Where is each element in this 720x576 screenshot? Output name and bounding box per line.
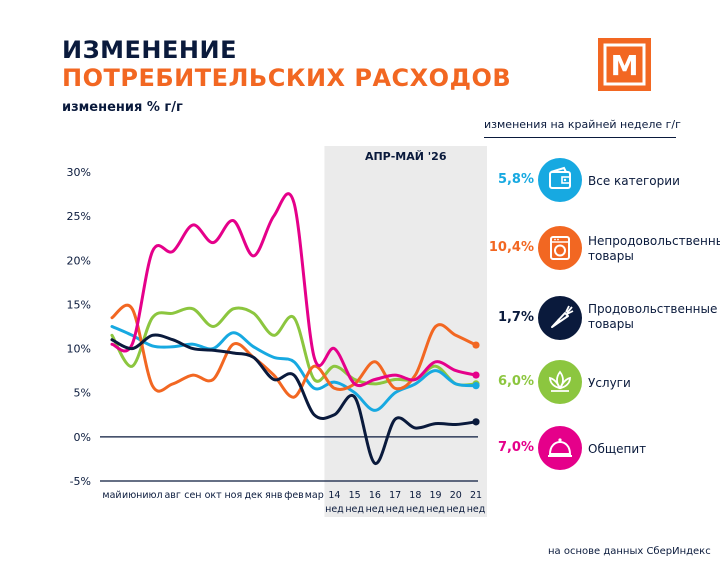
x-tick-label: 19: [430, 490, 442, 501]
legend-value: 5,8%: [497, 172, 534, 187]
y-tick-label: -5%: [70, 475, 91, 488]
washing-machine-icon: [550, 236, 570, 260]
y-tick-label: 5%: [74, 387, 91, 400]
legend-label: Продовольственные товары: [588, 302, 717, 332]
y-tick-label: 15%: [67, 298, 91, 311]
x-tick-sublabel: нед: [406, 504, 425, 515]
x-tick-sublabel: нед: [446, 504, 465, 515]
series-end-point: [472, 371, 480, 379]
legend-value: 7,0%: [497, 440, 534, 455]
legend-label: Непродовольственные товары: [588, 234, 720, 264]
page-title-line2: ПОТРЕБИТЕЛЬСКИХ РАСХОДОВ: [62, 64, 512, 92]
series-line: [110, 303, 478, 399]
legend-value: 6,0%: [497, 374, 534, 389]
x-tick-label: 17: [389, 490, 401, 501]
highlight-label: АПР-МАЙ '26: [365, 150, 447, 163]
x-tick-label: 18: [409, 490, 421, 501]
x-tick-label: май: [102, 490, 121, 501]
legend-circle: [538, 426, 582, 470]
legend-label: Услуги: [588, 376, 631, 390]
cloche-icon: [548, 438, 572, 457]
x-tick-label: июл: [142, 490, 162, 501]
series-line: [110, 325, 478, 412]
legend-label: Все категории: [588, 174, 680, 188]
series-end-point: [472, 382, 480, 390]
lotus-icon: [549, 370, 571, 392]
highlight-band: [324, 146, 487, 517]
x-tick-sublabel: нед: [426, 504, 445, 515]
carrot-icon: [551, 305, 574, 328]
x-tick-label: 16: [369, 490, 381, 501]
legend-label-line1: Непродовольственные: [588, 234, 720, 248]
legend-value: 1,7%: [497, 310, 534, 325]
x-tick-label: июн: [122, 490, 142, 501]
x-tick-sublabel: нед: [467, 504, 486, 515]
legend-item-nonfood: 10,4% Непродовольственные товары: [484, 226, 720, 270]
legend-item-catering: 7,0% Общепит: [484, 426, 720, 470]
x-tick-label: мар: [305, 490, 324, 501]
legend-circle: [538, 296, 582, 340]
brand-logo: М: [598, 38, 651, 91]
x-tick-label: 14: [328, 490, 340, 501]
legend-label-line1: Продовольственные: [588, 302, 718, 316]
x-tick-label: сен: [184, 490, 201, 501]
x-tick-sublabel: нед: [386, 504, 405, 515]
legend-value: 10,4%: [488, 240, 534, 255]
x-tick-label: фев: [284, 490, 304, 501]
y-tick-label: 30%: [67, 166, 91, 179]
x-tick-label: авг: [164, 490, 180, 501]
y-tick-label: 20%: [67, 254, 91, 267]
legend-item-food: 1,7% Продовольственные товары: [484, 296, 720, 340]
source-footer: на основе данных СберИндекс: [548, 546, 711, 557]
y-tick-label: 0%: [74, 431, 91, 444]
legend-label: Общепит: [588, 442, 647, 456]
legend-label-line2: товары: [588, 317, 634, 331]
series-end-point: [472, 341, 480, 349]
wallet-icon: [549, 166, 571, 189]
logo-letter: М: [611, 49, 639, 82]
legend-header: изменения на крайней неделе г/г: [484, 118, 681, 138]
series-line: [110, 333, 478, 465]
x-tick-label: 21: [470, 490, 482, 501]
y-tick-label: 25%: [67, 210, 91, 223]
y-tick-label: 10%: [67, 343, 91, 356]
legend-circle: [538, 360, 582, 404]
x-tick-label: окт: [205, 490, 223, 501]
x-tick-sublabel: нед: [345, 504, 364, 515]
x-tick-sublabel: нед: [366, 504, 385, 515]
series-end-point: [472, 418, 480, 426]
y-axis-caption: изменения % г/г: [62, 100, 183, 115]
legend-item-all-categories: 5,8% Все категории: [484, 158, 720, 202]
x-tick-label: 15: [349, 490, 361, 501]
x-tick-sublabel: нед: [325, 504, 344, 515]
legend-item-services: 6,0% Услуги: [484, 360, 720, 404]
x-tick-label: янв: [265, 490, 283, 501]
page-title-line1: ИЗМЕНЕНИЕ: [62, 36, 237, 64]
x-tick-label: ноя: [224, 490, 242, 501]
legend-circle: [538, 158, 582, 202]
series-line: [110, 192, 478, 388]
x-tick-label: 20: [450, 490, 462, 501]
x-tick-label: дек: [244, 490, 262, 501]
legend-label-line2: товары: [588, 249, 634, 263]
legend-circle: [538, 226, 582, 270]
